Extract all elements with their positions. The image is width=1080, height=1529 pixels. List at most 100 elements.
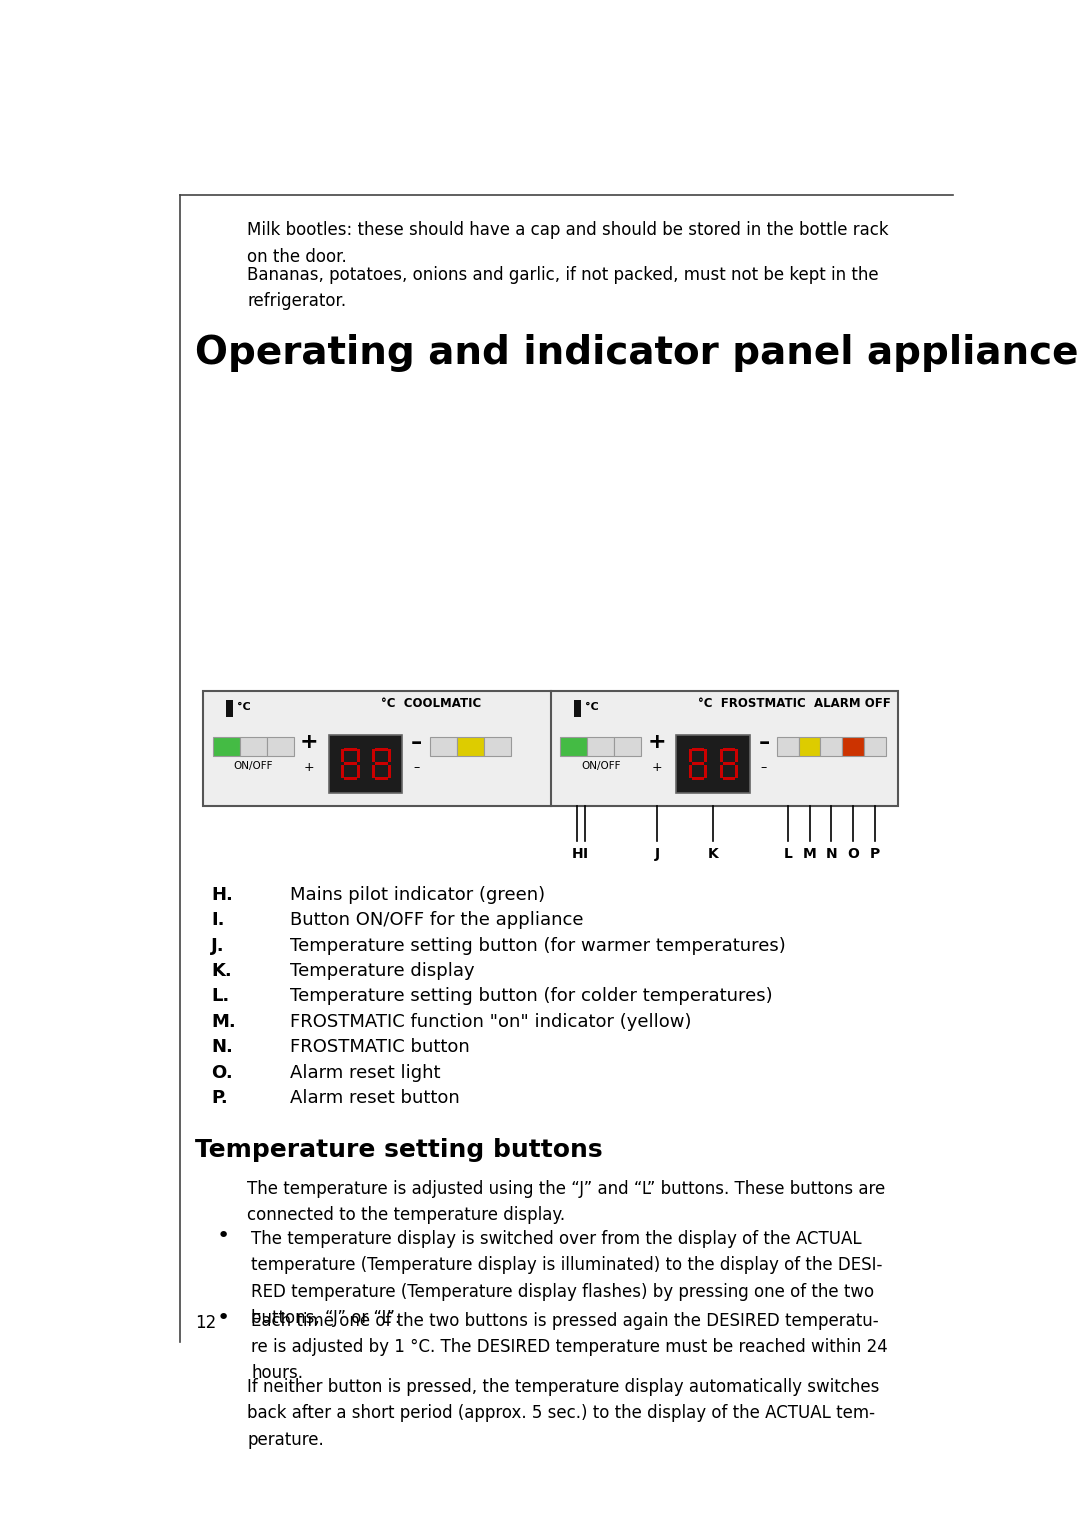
Text: ON/OFF: ON/OFF (233, 761, 273, 771)
Bar (723, 748, 735, 751)
Text: Temperature display: Temperature display (291, 962, 474, 980)
Text: °C: °C (585, 702, 598, 711)
Bar (778, 737, 799, 757)
Bar (689, 764, 692, 778)
Text: •: • (216, 1307, 230, 1327)
Text: Temperature setting buttons: Temperature setting buttons (195, 1138, 603, 1162)
Text: 12: 12 (195, 1313, 217, 1332)
Text: °C: °C (238, 702, 251, 711)
Bar (388, 749, 391, 761)
Bar (373, 749, 375, 761)
Text: –: – (758, 732, 770, 752)
Text: °C  COOLMATIC: °C COOLMATIC (381, 697, 482, 709)
Bar (692, 761, 704, 764)
Text: The temperature is adjusted using the “J” and “L” buttons. These buttons are
con: The temperature is adjusted using the “J… (247, 1180, 886, 1225)
Bar (723, 777, 735, 780)
Text: The temperature display is switched over from the display of the ACTUAL
temperat: The temperature display is switched over… (252, 1229, 882, 1327)
Bar (689, 749, 692, 761)
Text: –: – (410, 732, 422, 752)
Bar (375, 748, 388, 751)
Text: O: O (847, 847, 859, 861)
Text: +: + (300, 732, 319, 752)
Bar (457, 737, 484, 757)
Bar (735, 749, 739, 761)
Text: M: M (802, 847, 816, 861)
Bar (341, 749, 345, 761)
Bar (561, 737, 588, 757)
Bar (375, 761, 388, 764)
Bar (575, 700, 581, 717)
Bar (689, 764, 692, 778)
Bar (719, 764, 723, 778)
Bar (356, 749, 360, 761)
Bar (704, 749, 707, 761)
Bar (341, 749, 345, 761)
Text: I: I (583, 847, 588, 861)
Bar (375, 761, 388, 764)
Bar (341, 764, 345, 778)
Text: •: • (216, 1226, 230, 1246)
Text: H: H (571, 847, 583, 861)
Bar (723, 748, 735, 751)
Bar (388, 764, 391, 778)
Bar (723, 777, 735, 780)
Text: Mains pilot indicator (green): Mains pilot indicator (green) (291, 885, 545, 904)
Bar (692, 761, 704, 764)
Text: J: J (654, 847, 660, 861)
Text: I.: I. (211, 911, 225, 930)
Bar (213, 737, 240, 757)
Text: °C  FROSTMATIC  ALARM OFF: °C FROSTMATIC ALARM OFF (698, 697, 891, 709)
Bar (430, 737, 457, 757)
Bar (704, 749, 707, 761)
Bar (588, 737, 615, 757)
Text: ON/OFF: ON/OFF (581, 761, 621, 771)
Bar (723, 761, 735, 764)
Bar (864, 737, 886, 757)
Bar (615, 737, 642, 757)
Bar (328, 735, 403, 792)
Bar (203, 691, 899, 806)
Bar (267, 737, 294, 757)
Bar (345, 748, 356, 751)
Bar (375, 777, 388, 780)
Bar (842, 737, 864, 757)
Text: P: P (869, 847, 880, 861)
Text: +: + (651, 761, 662, 774)
Bar (689, 749, 692, 761)
Text: If neither button is pressed, the temperature display automatically switches
bac: If neither button is pressed, the temper… (247, 1378, 880, 1448)
Text: FROSTMATIC button: FROSTMATIC button (291, 1038, 470, 1057)
Bar (692, 748, 704, 751)
Bar (388, 764, 391, 778)
Bar (345, 777, 356, 780)
Bar (723, 761, 735, 764)
Bar (356, 764, 360, 778)
Text: –: – (414, 761, 419, 774)
Bar (692, 777, 704, 780)
Bar (719, 764, 723, 778)
Text: Temperature setting button (for colder temperatures): Temperature setting button (for colder t… (291, 988, 772, 1006)
Bar (345, 777, 356, 780)
Bar (375, 748, 388, 751)
Text: L: L (783, 847, 793, 861)
Text: Operating and indicator panel appliance: Operating and indicator panel appliance (195, 333, 1079, 372)
Bar (735, 749, 739, 761)
Bar (735, 764, 739, 778)
Text: Button ON/OFF for the appliance: Button ON/OFF for the appliance (291, 911, 583, 930)
Text: K: K (707, 847, 718, 861)
Text: Milk bootles: these should have a cap and should be stored in the bottle rack
on: Milk bootles: these should have a cap an… (247, 222, 889, 266)
Text: +: + (305, 761, 314, 774)
Text: N: N (825, 847, 837, 861)
Bar (341, 764, 345, 778)
Text: FROSTMATIC function "on" indicator (yellow): FROSTMATIC function "on" indicator (yell… (291, 1012, 691, 1031)
Text: Alarm reset light: Alarm reset light (291, 1064, 441, 1081)
Text: J.: J. (211, 937, 225, 954)
Bar (704, 764, 707, 778)
Bar (676, 735, 750, 792)
Bar (692, 748, 704, 751)
Text: Each time one of the two buttons is pressed again the DESIRED temperatu-
re is a: Each time one of the two buttons is pres… (252, 1312, 888, 1382)
Bar (345, 748, 356, 751)
Text: Bananas, potatoes, onions and garlic, if not packed, must not be kept in the
ref: Bananas, potatoes, onions and garlic, if… (247, 266, 879, 310)
Text: –: – (760, 761, 767, 774)
Bar (373, 749, 375, 761)
Bar (373, 764, 375, 778)
